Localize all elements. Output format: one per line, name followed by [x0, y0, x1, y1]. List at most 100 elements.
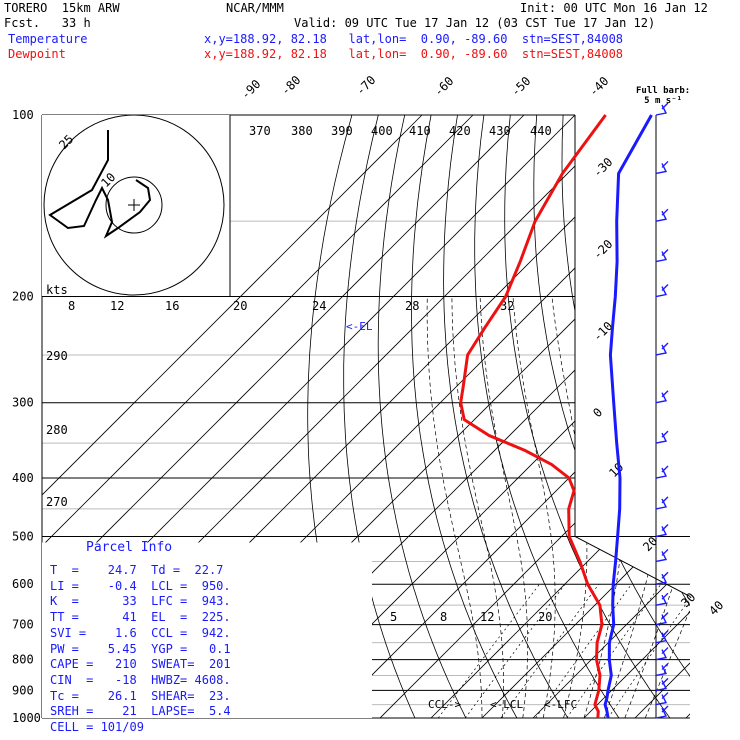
isotherm: [42, 115, 474, 718]
moist-adiabat: [451, 296, 504, 718]
hodograph-trace: [48, 130, 152, 239]
theta-label: 430: [489, 124, 511, 138]
dewpoint-legend: Dewpoint: [8, 47, 66, 61]
wind-barb: [655, 571, 669, 585]
parcel-info-row: T = 24.7 Td = 22.7: [50, 563, 224, 577]
lfc-marker: <-LFC: [544, 698, 577, 711]
wind-barb: [655, 677, 669, 692]
dewpoint-profile: [459, 114, 607, 719]
valid-time: Valid: 09 UTC Tue 17 Jan 12 (03 CST Tue …: [294, 16, 656, 30]
moist-adiabat: [644, 296, 690, 718]
isotherm-label: 0: [590, 405, 605, 420]
isotherm-label: -60: [431, 74, 456, 99]
hodograph-ring: [43, 114, 225, 296]
wind-barb: [655, 208, 669, 222]
mixing-ratio-label: 20: [538, 610, 552, 624]
isotherm-label: 40: [706, 598, 726, 618]
theta-label: 370: [249, 124, 271, 138]
isotherm-label: -50: [508, 74, 533, 99]
wind-barb: [655, 390, 669, 404]
isotherm-label: -30: [590, 155, 615, 180]
isotherm: [685, 115, 690, 718]
theta-label: 440: [530, 124, 552, 138]
theta-label: 390: [331, 124, 353, 138]
wind-barb: [655, 465, 669, 479]
wind-barb: [655, 705, 669, 719]
pressure-label: 300: [12, 396, 34, 410]
parcel-info-row: SREH = 21 LAPSE= 5.4: [50, 704, 231, 719]
parcel-info-row: LI = -0.4 LCL = 950.: [50, 578, 231, 593]
isotherm: [328, 115, 690, 718]
ccl-marker: CCL->: [428, 698, 461, 711]
pressure-label: 400: [12, 471, 34, 485]
dry-adiabat: [695, 115, 740, 718]
isotherm: [430, 115, 690, 718]
hodograph-speed-label: 32: [500, 299, 514, 313]
wind-barb: [655, 523, 669, 538]
model-title: TORERO 15km ARW: [4, 1, 120, 15]
pressure-label: 700: [12, 618, 34, 632]
isotherm-label: -40: [586, 74, 611, 99]
moist-adiabat: [479, 296, 529, 718]
wind-barb: [655, 662, 669, 677]
temperature-location: x,y=188.92, 82.18 lat,lon= 0.90, -89.60 …: [204, 32, 624, 46]
mixing-ratio-label: 8: [440, 610, 447, 624]
pressure-label: 200: [12, 290, 34, 304]
lcl-marker: <-LCL: [490, 698, 523, 711]
dry-adiabat: [641, 115, 690, 718]
hodograph-units: kts: [46, 283, 68, 297]
temperature-legend: Temperature: [8, 32, 88, 46]
barb-legend-line2: 5 m s⁻¹: [644, 96, 683, 106]
dry-adiabat: [377, 115, 467, 718]
temperature-profile: [603, 114, 653, 719]
theta-label-left: 280: [46, 423, 68, 437]
isotherm-label: 30: [678, 590, 698, 610]
mixing-ratio-label: 5: [390, 610, 397, 624]
moist-adiabat: [583, 296, 625, 718]
hodograph-speed-label: 28: [405, 299, 419, 313]
moist-adiabat: [624, 296, 690, 718]
theta-label: 380: [291, 124, 313, 138]
dry-adiabat: [443, 115, 569, 718]
org-title: NCAR/MMM: [226, 1, 284, 15]
barb-legend: Full barb: 5 m s⁻¹: [636, 86, 690, 106]
mixing-ratio-line: [500, 583, 600, 718]
wind-barb: [655, 548, 669, 563]
theta-label: 400: [371, 124, 393, 138]
isotherm: [42, 115, 525, 718]
wind-barb: [655, 692, 669, 706]
wind-barb: [655, 630, 669, 644]
wind-barb: [655, 249, 669, 263]
isotherm: [634, 115, 690, 718]
dewpoint-location: x,y=188.92, 82.18 lat,lon= 0.90, -89.60 …: [204, 47, 624, 61]
wind-barb: [655, 496, 669, 510]
parcel-info-row: CAPE = 210 SWEAT= 201: [50, 657, 231, 672]
isotherm: [481, 115, 690, 718]
pressure-label: 1000: [12, 711, 41, 725]
forecast-hour: Fcst. 33 h: [4, 16, 91, 30]
parcel-info-row: Tc = 26.1 SHEAR= 23.: [50, 688, 231, 703]
mixing-ratio-label: 12: [480, 610, 494, 624]
el-marker: <-EL: [346, 320, 373, 333]
isotherm-label: -90: [238, 77, 263, 102]
parcel-info-row: TT = 41 EL = 225.: [50, 610, 231, 625]
init-time: Init: 00 UTC Mon 16 Jan 12: [520, 1, 708, 15]
isotherm-label: 20: [640, 534, 660, 554]
isotherm-label: -70: [353, 73, 378, 98]
theta-label-left: 290: [46, 349, 68, 363]
dry-adiabat: [411, 115, 518, 718]
isotherm: [42, 115, 423, 718]
hodograph: [42, 114, 231, 296]
isotherm-label: -80: [278, 73, 303, 98]
parcel-info-row: PW = 5.45 YGP = 0.1: [50, 641, 231, 656]
hodograph-speed-label: 12: [110, 299, 124, 313]
parcel-info-row: SVI = 1.6 CCL = 942.: [50, 625, 231, 640]
parcel-info-row: K = 33 LFC = 943.: [50, 594, 231, 609]
hodograph-speed-label: 20: [233, 299, 247, 313]
wind-barb: [655, 102, 669, 116]
hodograph-speed-label: 24: [312, 299, 326, 313]
hodograph-speed-label: 8: [68, 299, 75, 313]
wind-barb: [655, 430, 669, 444]
hodograph-speed-label: 16: [165, 299, 179, 313]
